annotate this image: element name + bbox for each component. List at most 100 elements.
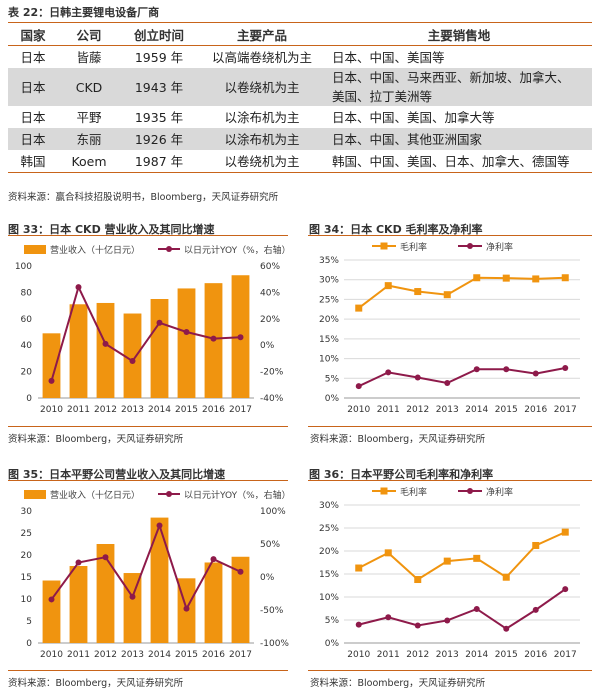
chart-35-top-rule	[8, 480, 288, 481]
revenue-bar	[69, 566, 88, 643]
y-right-tick-label: 40%	[260, 288, 280, 298]
table-body: 日本 皆藤 1959 年以高端卷绕机为主 日本、中国、美国等 日本 CKD 1943 年以卷…	[8, 46, 592, 173]
y-tick-label: 20%	[319, 547, 339, 557]
yoy-point	[156, 319, 163, 326]
table-row: 日本 皆藤 1959 年 以高端卷绕机为主 日本、中国、美国等	[8, 46, 592, 69]
y-left-tick-label: 25	[21, 529, 32, 539]
cell-company: 平野	[76, 109, 102, 125]
table-title: 表 22：日韩主要锂电设备厂商	[8, 6, 160, 19]
cell-country: 日本	[8, 128, 58, 150]
revenue-bar	[96, 302, 115, 398]
x-tick-label: 2014	[148, 405, 171, 415]
gross-margin-point	[355, 304, 363, 312]
net-margin-line	[358, 588, 566, 630]
yoy-point	[129, 358, 136, 365]
cell-founded: 1959 年	[134, 49, 184, 65]
net-margin-point	[532, 606, 539, 613]
gross-margin-point	[532, 541, 540, 549]
y-tick-label: 10%	[319, 593, 339, 603]
chart-35-title: 图 35：日本平野公司营业收入及其同比增速	[8, 468, 226, 481]
net-margin-point	[473, 366, 480, 373]
chart-36-title: 图 36：日本平野公司毛利率和净利率	[309, 468, 494, 481]
x-tick-label: 2011	[67, 405, 90, 415]
y-tick-label: 0%	[325, 394, 340, 404]
chart-34-top-rule	[308, 235, 592, 236]
legend-line-marker	[166, 491, 172, 497]
x-tick-label: 2016	[524, 405, 547, 415]
x-tick-label: 2015	[175, 405, 198, 415]
table-row: 日本 CKD 1943 年以卷绕机为主 日本、中国、马来西亚、新加坡、加拿大、 美国、拉…	[8, 68, 592, 106]
revenue-bar	[231, 556, 250, 643]
yoy-point	[48, 377, 55, 384]
legend-net-label: 净利率	[486, 486, 513, 498]
revenue-bar	[42, 580, 61, 643]
yoy-point	[48, 596, 55, 603]
y-tick-label: 20%	[319, 315, 339, 325]
y-tick-label: 5%	[325, 616, 340, 626]
revenue-bar	[69, 304, 88, 398]
y-left-tick-label: 0	[26, 394, 32, 404]
chart-35-source: 资料来源：Bloomberg，天风证券研究所	[8, 678, 184, 689]
gross-margin-point	[473, 554, 481, 562]
y-left-tick-label: 30	[21, 507, 33, 517]
yoy-point	[237, 568, 244, 575]
header-founded: 创立时间	[120, 22, 198, 46]
cell-founded: 1943 年	[120, 68, 198, 106]
net-margin-point	[385, 614, 392, 621]
y-tick-label: 15%	[319, 335, 339, 345]
yoy-point	[102, 340, 109, 347]
manufacturer-table: 国家 公司 创立时间 主要产品 主要销售地 日本 皆藤 1959 年 以高端卷绕机为主…	[8, 22, 592, 173]
legend-bar-label: 营业收入（十亿日元）	[50, 244, 140, 256]
y-left-tick-label: 40	[21, 341, 33, 351]
y-tick-label: 25%	[319, 295, 339, 305]
x-tick-label: 2015	[495, 650, 518, 660]
y-right-tick-label: -50%	[260, 606, 284, 616]
x-tick-label: 2015	[495, 405, 518, 415]
markets-line: 韩国、中国、美国、日本、加拿大、德国等	[332, 153, 570, 169]
net-margin-point	[503, 366, 510, 373]
net-margin-point	[562, 365, 569, 372]
y-right-tick-label: -40%	[260, 394, 284, 404]
cell-country: 日本	[8, 68, 58, 106]
revenue-bar	[177, 288, 196, 398]
x-tick-label: 2012	[94, 405, 117, 415]
cell-company: 东丽	[58, 128, 120, 150]
cell-company: 皆藤	[76, 49, 102, 65]
yoy-point	[75, 559, 82, 566]
x-tick-label: 2014	[465, 405, 488, 415]
header-company: 公司	[58, 22, 120, 46]
revenue-bar	[150, 299, 169, 398]
header-country: 国家	[8, 22, 58, 46]
header-product: 主要产品	[198, 22, 326, 46]
gross-margin-point	[561, 528, 569, 536]
chart-35: 营业收入（十亿日元） 以日元计YOY（%，右轴） 0 5 10 15 20 25 30 -100%…	[21, 489, 290, 660]
chart-34-title: 图 34：日本 CKD 毛利率及净利率	[309, 223, 483, 236]
x-tick-label: 2017	[229, 650, 252, 660]
x-tick-label: 2013	[121, 650, 144, 660]
x-tick-label: 2017	[554, 405, 577, 415]
cell-markets: 日本、中国、美国等	[326, 46, 592, 69]
x-tick-label: 2013	[436, 650, 459, 660]
net-margin-line	[358, 367, 566, 388]
y-right-tick-label: -20%	[260, 368, 284, 378]
x-tick-label: 2011	[377, 650, 400, 660]
cell-company: Koem	[58, 150, 120, 173]
y-right-tick-label: 0%	[260, 341, 275, 351]
chart-35-bottom-rule	[8, 670, 288, 671]
chart-34-source: 资料来源：Bloomberg，天风证券研究所	[310, 434, 486, 445]
net-margin-point	[473, 605, 480, 612]
cell-founded: 1926 年	[120, 128, 198, 150]
yoy-point	[210, 556, 217, 563]
net-margin-point	[355, 383, 362, 390]
gross-margin-point	[502, 573, 510, 581]
y-tick-label: 5%	[325, 374, 340, 384]
x-tick-label: 2013	[121, 405, 144, 415]
markets-line: 日本、中国、美国、加拿大等	[332, 109, 495, 125]
x-tick-label: 2010	[40, 650, 63, 660]
revenue-bar	[123, 313, 142, 398]
y-left-tick-label: 20	[21, 368, 33, 378]
gross-margin-point	[443, 291, 451, 299]
cell-founded: 1987 年	[120, 150, 198, 173]
cell-product: 以涂布机为主	[198, 128, 326, 150]
chart-36-source: 资料来源：Bloomberg，天风证券研究所	[310, 678, 486, 689]
